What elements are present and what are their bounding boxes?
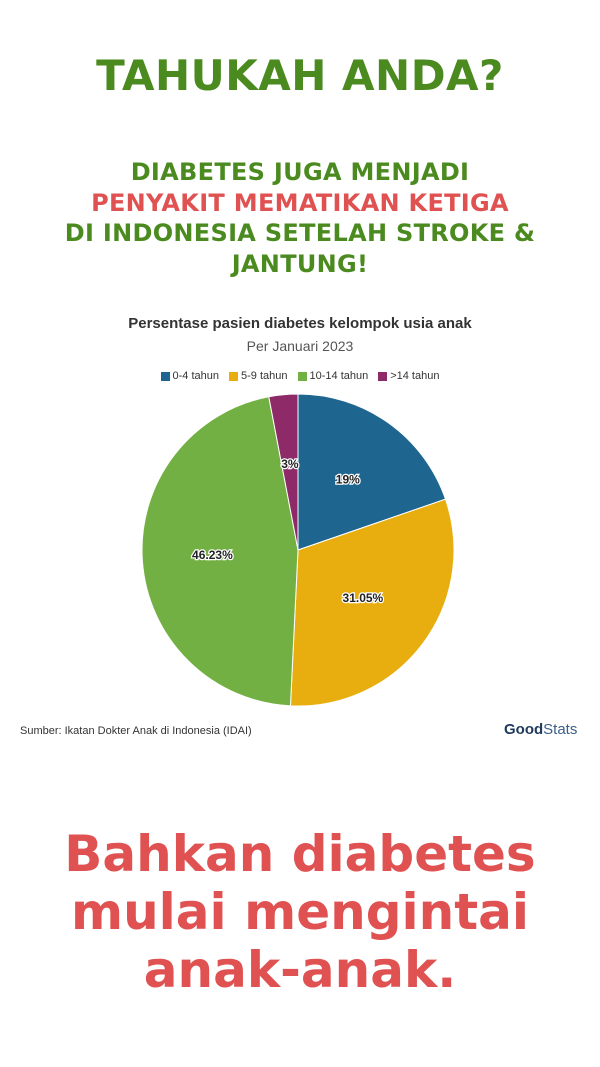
pie-data-label-2: 31.05% <box>343 591 384 605</box>
chart-legend: 0-4 tahun 5-9 tahun 10-14 tahun >14 tahu… <box>0 370 600 382</box>
pie-slice-1[interactable] <box>297 393 447 551</box>
chart-title: Persentase pasien diabetes kelompok usia… <box>128 315 472 332</box>
chart-source: Sumber: Ikatan Dokter Anak di Indonesia … <box>20 725 252 737</box>
legend-label: 10-14 tahun <box>309 370 369 382</box>
bottom-line-3: anak-anak. <box>143 941 457 999</box>
legend-swatch <box>378 371 388 381</box>
legend-swatch <box>297 371 307 381</box>
legend-item-0-4[interactable]: 0-4 tahun <box>160 370 220 382</box>
legend-label: >14 tahun <box>390 370 440 382</box>
pie-data-label-3: 46.23% <box>192 548 233 562</box>
subhead: DIABETES JUGA MENJADI PENYAKIT MEMATIKAN… <box>0 157 600 279</box>
pie-chart: 19% 31.05% 46.23% 3% <box>141 393 455 707</box>
pie-data-label-4: 3% <box>281 457 299 471</box>
pie-slice-3[interactable] <box>141 396 299 707</box>
chart-subtitle: Per Januari 2023 <box>246 338 354 354</box>
legend-item-10-14[interactable]: 10-14 tahun <box>297 370 369 382</box>
pie-slice-4[interactable] <box>268 393 299 551</box>
legend-swatch <box>229 371 239 381</box>
goodstats-logo: GoodStats <box>504 721 577 738</box>
bottom-line-1: Bahkan diabetes <box>64 825 536 883</box>
subhead-line-4: JANTUNG! <box>231 249 369 278</box>
bottom-message: Bahkan diabetes mulai mengintai anak-ana… <box>0 825 600 999</box>
pie-slice-2[interactable] <box>289 498 455 707</box>
legend-label: 0-4 tahun <box>172 370 220 382</box>
logo-part-good: Good <box>504 721 544 738</box>
subhead-line-1: DIABETES JUGA MENJADI <box>130 158 470 186</box>
subhead-line-2: PENYAKIT MEMATIKAN KETIGA <box>91 188 509 217</box>
legend-item-5-9[interactable]: 5-9 tahun <box>229 370 288 382</box>
legend-label: 5-9 tahun <box>241 370 288 382</box>
legend-item-over-14[interactable]: >14 tahun <box>378 370 439 382</box>
subhead-line-3: DI INDONESIA SETELAH STROKE & <box>64 219 536 247</box>
headline: TAHUKAH ANDA? <box>96 51 504 100</box>
logo-part-stats: Stats <box>543 721 578 738</box>
pie-data-label-1: 19% <box>336 472 360 486</box>
legend-swatch <box>160 371 170 381</box>
bottom-line-2: mulai mengintai <box>70 883 530 941</box>
